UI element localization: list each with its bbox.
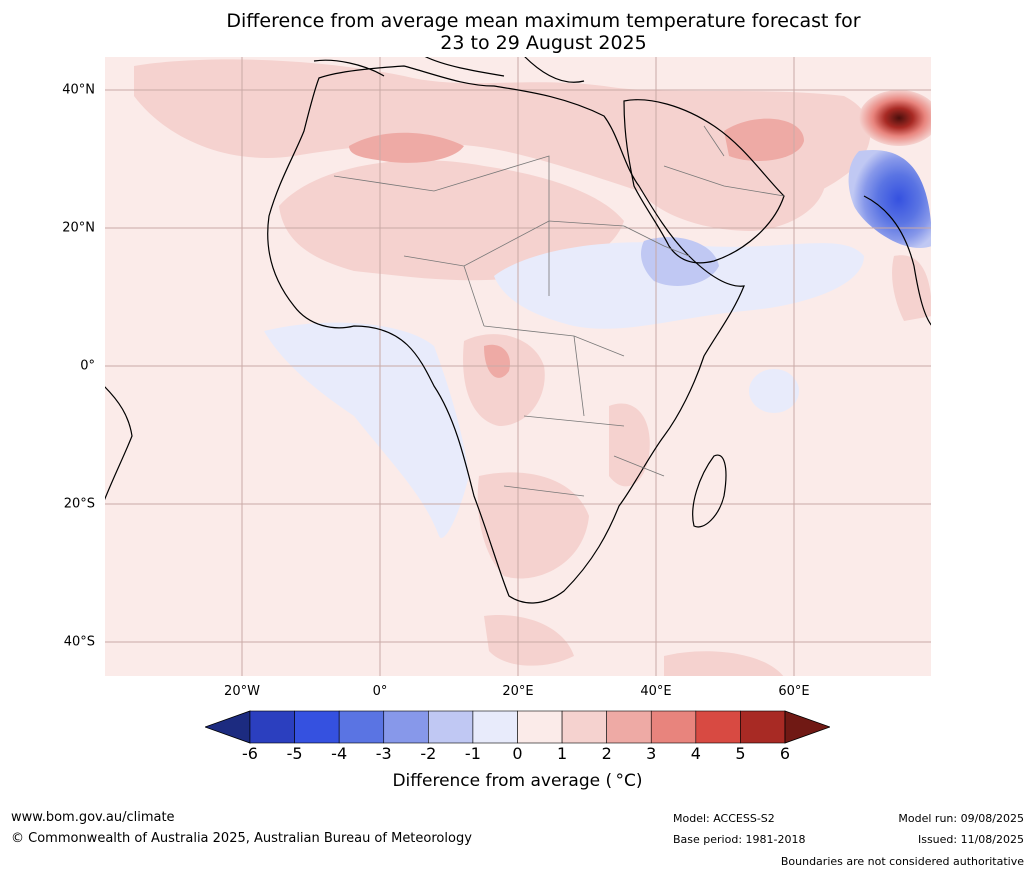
- cool-anomaly-yemen: [641, 237, 719, 286]
- forecast-map: [104, 56, 932, 677]
- colorbar-tick-label: -5: [286, 744, 303, 763]
- lat-label-20n: 20°N: [62, 220, 95, 236]
- warm-anomaly-congo: [484, 344, 510, 378]
- lon-label-0: 0°: [372, 684, 388, 699]
- colorbar-tick-label: 6: [779, 744, 791, 763]
- colorbar-tick-label: 0: [512, 744, 523, 763]
- warm-anomaly-arabia: [644, 149, 826, 231]
- cool-anomaly-indian-ocean: [749, 369, 799, 413]
- warm-anomaly-south-africa: [477, 472, 589, 579]
- colorbar-bin: [695, 710, 741, 744]
- india-coastline: [863, 195, 932, 327]
- colorbar-extend-high: [784, 710, 830, 744]
- map-title: Difference from average mean maximum tem…: [0, 10, 1035, 54]
- colorbar-tick-label: -3: [375, 744, 392, 763]
- colorbar-bin: [606, 710, 652, 744]
- lat-label-40n: 40°N: [62, 82, 95, 98]
- colorbar-bin: [517, 710, 563, 744]
- warm-anomaly-sahara-strong: [349, 132, 464, 163]
- colorbar-tick-label: -1: [464, 744, 481, 763]
- hot-spot-himalaya: [859, 90, 932, 146]
- madagascar-coastline: [692, 454, 727, 528]
- colorbar-bin: [428, 710, 474, 744]
- title-line-1: Difference from average mean maximum tem…: [226, 10, 861, 32]
- warm-anomaly-central-africa: [463, 334, 545, 426]
- colorbar-extend-low: [205, 710, 251, 744]
- footer-model-run: Model run: 09/08/2025: [898, 812, 1024, 825]
- colorbar-bin: [294, 710, 340, 744]
- arabia-coastline: [623, 99, 785, 264]
- africa-coastline: [267, 65, 745, 604]
- colorbar-bin: [740, 710, 786, 744]
- warm-anomaly-east-africa: [609, 403, 650, 487]
- colorbar: [205, 710, 830, 744]
- colorbar-tick-label: 2: [601, 744, 612, 763]
- europe-coastline: [313, 56, 585, 83]
- footer-disclaimer: Boundaries are not considered authoritat…: [780, 855, 1024, 868]
- colorbar-tick-label: -6: [242, 744, 258, 763]
- lon-label-60e: 60°E: [778, 684, 810, 699]
- warm-anomaly-iran: [724, 118, 804, 161]
- colorbar-bin: [338, 710, 385, 744]
- cool-anomaly-gulf-guinea: [264, 322, 469, 538]
- footer-copyright: © Commonwealth of Australia 2025, Austra…: [11, 831, 472, 846]
- footer-base-period: Base period: 1981-2018: [673, 833, 806, 846]
- colorbar-bin: [472, 710, 518, 744]
- footer-model: Model: ACCESS-S2: [673, 812, 775, 825]
- colorbar-tick-label: 5: [735, 744, 746, 763]
- cool-anomaly-tibet: [848, 149, 932, 248]
- colorbar-bin: [383, 710, 429, 744]
- colorbar-tick-label: -4: [331, 744, 348, 763]
- country-borders: [333, 125, 785, 497]
- colorbar-bin: [561, 710, 607, 744]
- colorbar-tick-label: 3: [646, 744, 657, 763]
- lat-label-40s: 40°S: [63, 634, 95, 650]
- lon-label-20e: 20°E: [502, 684, 534, 699]
- colorbar-label: Difference from average ( °C): [392, 771, 643, 791]
- lon-label-20w: 20°W: [224, 684, 260, 699]
- footer-issued: Issued: 11/08/2025: [917, 833, 1024, 846]
- warm-anomaly-south-ocean: [484, 615, 574, 666]
- colorbar-tick-label: 4: [690, 744, 701, 763]
- colorbar-bin: [650, 710, 697, 744]
- title-line-2: 23 to 29 August 2025: [440, 32, 647, 54]
- footer-url[interactable]: www.bom.gov.au/climate: [11, 810, 175, 825]
- colorbar-tick-label: -2: [420, 744, 437, 763]
- south-america-coastline: [104, 385, 133, 502]
- colorbar-tick-label: 1: [556, 744, 568, 763]
- lat-label-0: 0°: [80, 358, 95, 374]
- warm-anomaly-sahara: [279, 160, 624, 281]
- warm-anomaly-sw-ocean: [664, 651, 784, 677]
- lon-label-40e: 40°E: [640, 684, 672, 699]
- lat-label-20s: 20°S: [63, 496, 95, 512]
- colorbar-bin: [249, 710, 295, 744]
